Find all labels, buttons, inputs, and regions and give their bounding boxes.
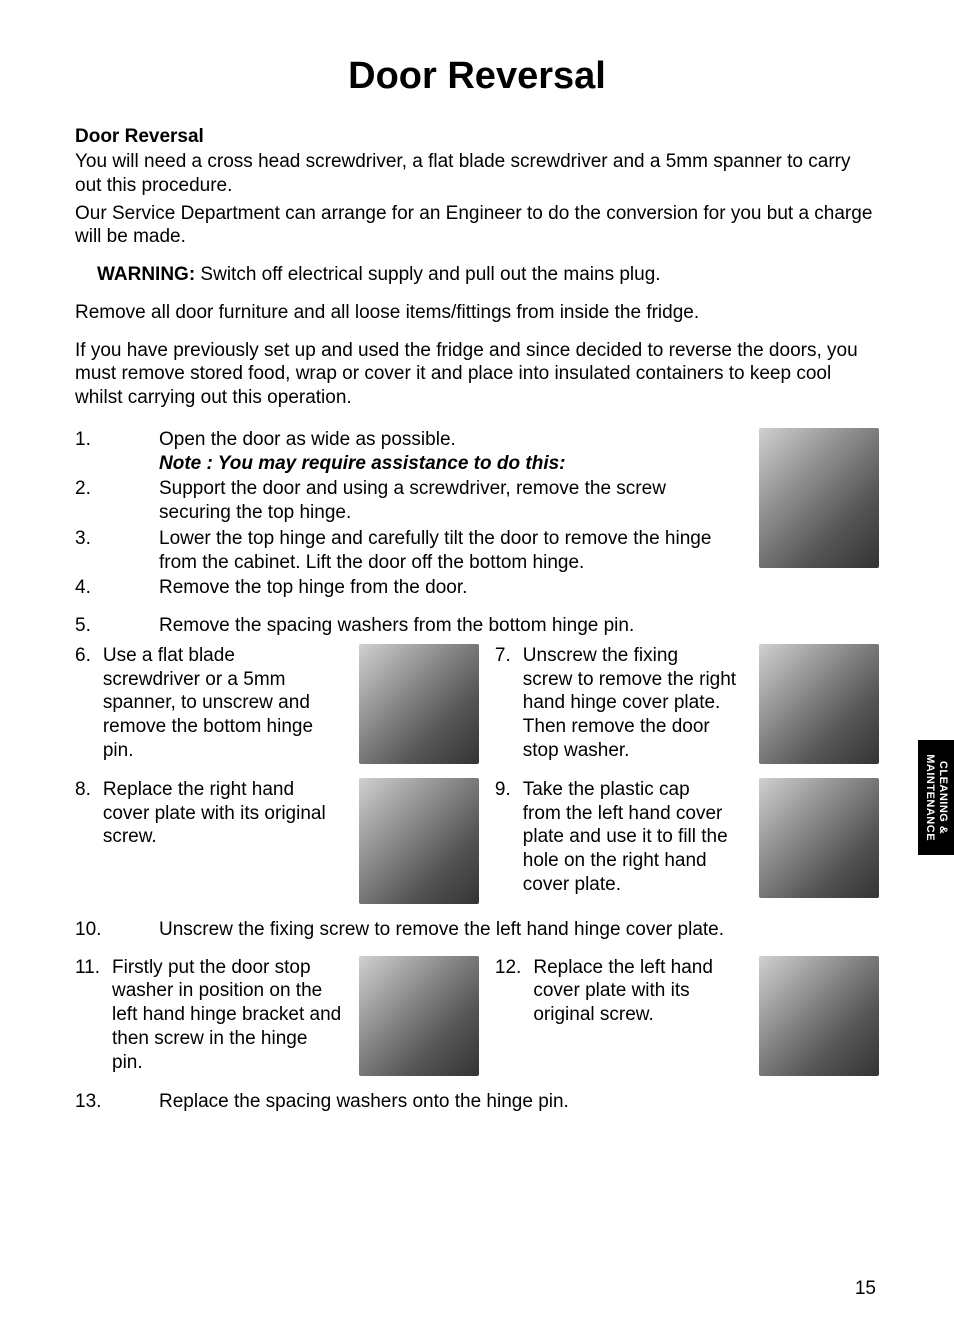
page-number: 15 <box>855 1278 876 1300</box>
step-6-image <box>359 644 479 764</box>
step-note: Note : You may require assistance to do … <box>159 453 566 474</box>
step-2: 2. Support the door and using a screwdri… <box>75 477 739 525</box>
step-3: 3. Lower the top hinge and carefully til… <box>75 527 739 575</box>
step-number: 13. <box>75 1090 159 1114</box>
step-body: Support the door and using a screwdriver… <box>159 477 739 525</box>
step-11-image <box>359 956 479 1076</box>
step-number: 12. <box>495 956 523 980</box>
step-number: 1. <box>75 428 159 476</box>
step-1: 1. Open the door as wide as possible. No… <box>75 428 739 476</box>
step-body-first: Use a flat blade <box>103 645 235 666</box>
step-body-rest: washer in position on the left hand hing… <box>112 979 343 1074</box>
step-number: 7. <box>495 644 513 668</box>
step-body: Lower the top hinge and carefully tilt t… <box>159 527 739 575</box>
warning-text: Switch off electrical supply and pull ou… <box>195 264 660 285</box>
step-body-first: Replace the right hand <box>103 779 294 800</box>
step-number: 11. <box>75 956 102 980</box>
warning-label: WARNING: <box>97 264 195 285</box>
intro-paragraph-1: You will need a cross head screwdriver, … <box>75 150 879 198</box>
step-body: Replace the spacing washers onto the hin… <box>159 1090 879 1114</box>
step-number: 5. <box>75 614 159 638</box>
step-body: Open the door as wide as possible. <box>159 429 456 450</box>
step-number: 9. <box>495 778 513 802</box>
step-body-first: Take the plastic cap <box>523 779 690 800</box>
section-tab: CLEANING & MAINTENANCE <box>918 740 954 855</box>
step-body-first: Firstly put the door stop <box>112 957 311 978</box>
step-body: Unscrew the fixing screw to remove the l… <box>159 918 879 942</box>
step-10: 10. Unscrew the fixing screw to remove t… <box>75 918 879 942</box>
step-9-image <box>759 778 879 898</box>
intro-paragraph-2: Our Service Department can arrange for a… <box>75 202 879 250</box>
step-body-rest: cover plate with its original screw. <box>533 979 743 1027</box>
warning-line: WARNING: Switch off electrical supply an… <box>97 263 879 287</box>
step-body-first: Replace the left hand <box>533 957 713 978</box>
step-number: 10. <box>75 918 159 942</box>
step-number: 4. <box>75 576 159 600</box>
step-5: 5. Remove the spacing washers from the b… <box>75 614 879 638</box>
tab-line-1: CLEANING & <box>937 761 949 834</box>
step-number: 8. <box>75 778 93 802</box>
step-7-image <box>759 644 879 764</box>
step-4: 4. Remove the top hinge from the door. <box>75 576 739 600</box>
step-number: 6. <box>75 644 93 668</box>
previous-setup-paragraph: If you have previously set up and used t… <box>75 339 879 410</box>
step-8-image <box>359 778 479 904</box>
step-12-image <box>759 956 879 1076</box>
step-body-rest: from the left hand cover plate and use i… <box>523 802 743 897</box>
step-13: 13. Replace the spacing washers onto the… <box>75 1090 879 1114</box>
step-body: Remove the top hinge from the door. <box>159 576 739 600</box>
tab-line-2: MAINTENANCE <box>924 754 936 841</box>
step-number: 2. <box>75 477 159 525</box>
step-image-hinge <box>759 428 879 568</box>
step-body-rest: cover plate with its original screw. <box>103 802 343 850</box>
section-heading: Door Reversal <box>75 126 879 148</box>
step-body-first: Unscrew the fixing <box>523 645 678 666</box>
step-body-rest2: Then remove the door stop washer. <box>523 715 743 763</box>
step-body: Remove the spacing washers from the bott… <box>159 614 879 638</box>
remove-furniture-paragraph: Remove all door furniture and all loose … <box>75 301 879 325</box>
step-body-rest: screwdriver or a 5mm spanner, to unscrew… <box>103 668 343 763</box>
step-number: 3. <box>75 527 159 575</box>
page-title: Door Reversal <box>75 55 879 98</box>
step-body-rest: screw to remove the right hand hinge cov… <box>523 668 743 716</box>
